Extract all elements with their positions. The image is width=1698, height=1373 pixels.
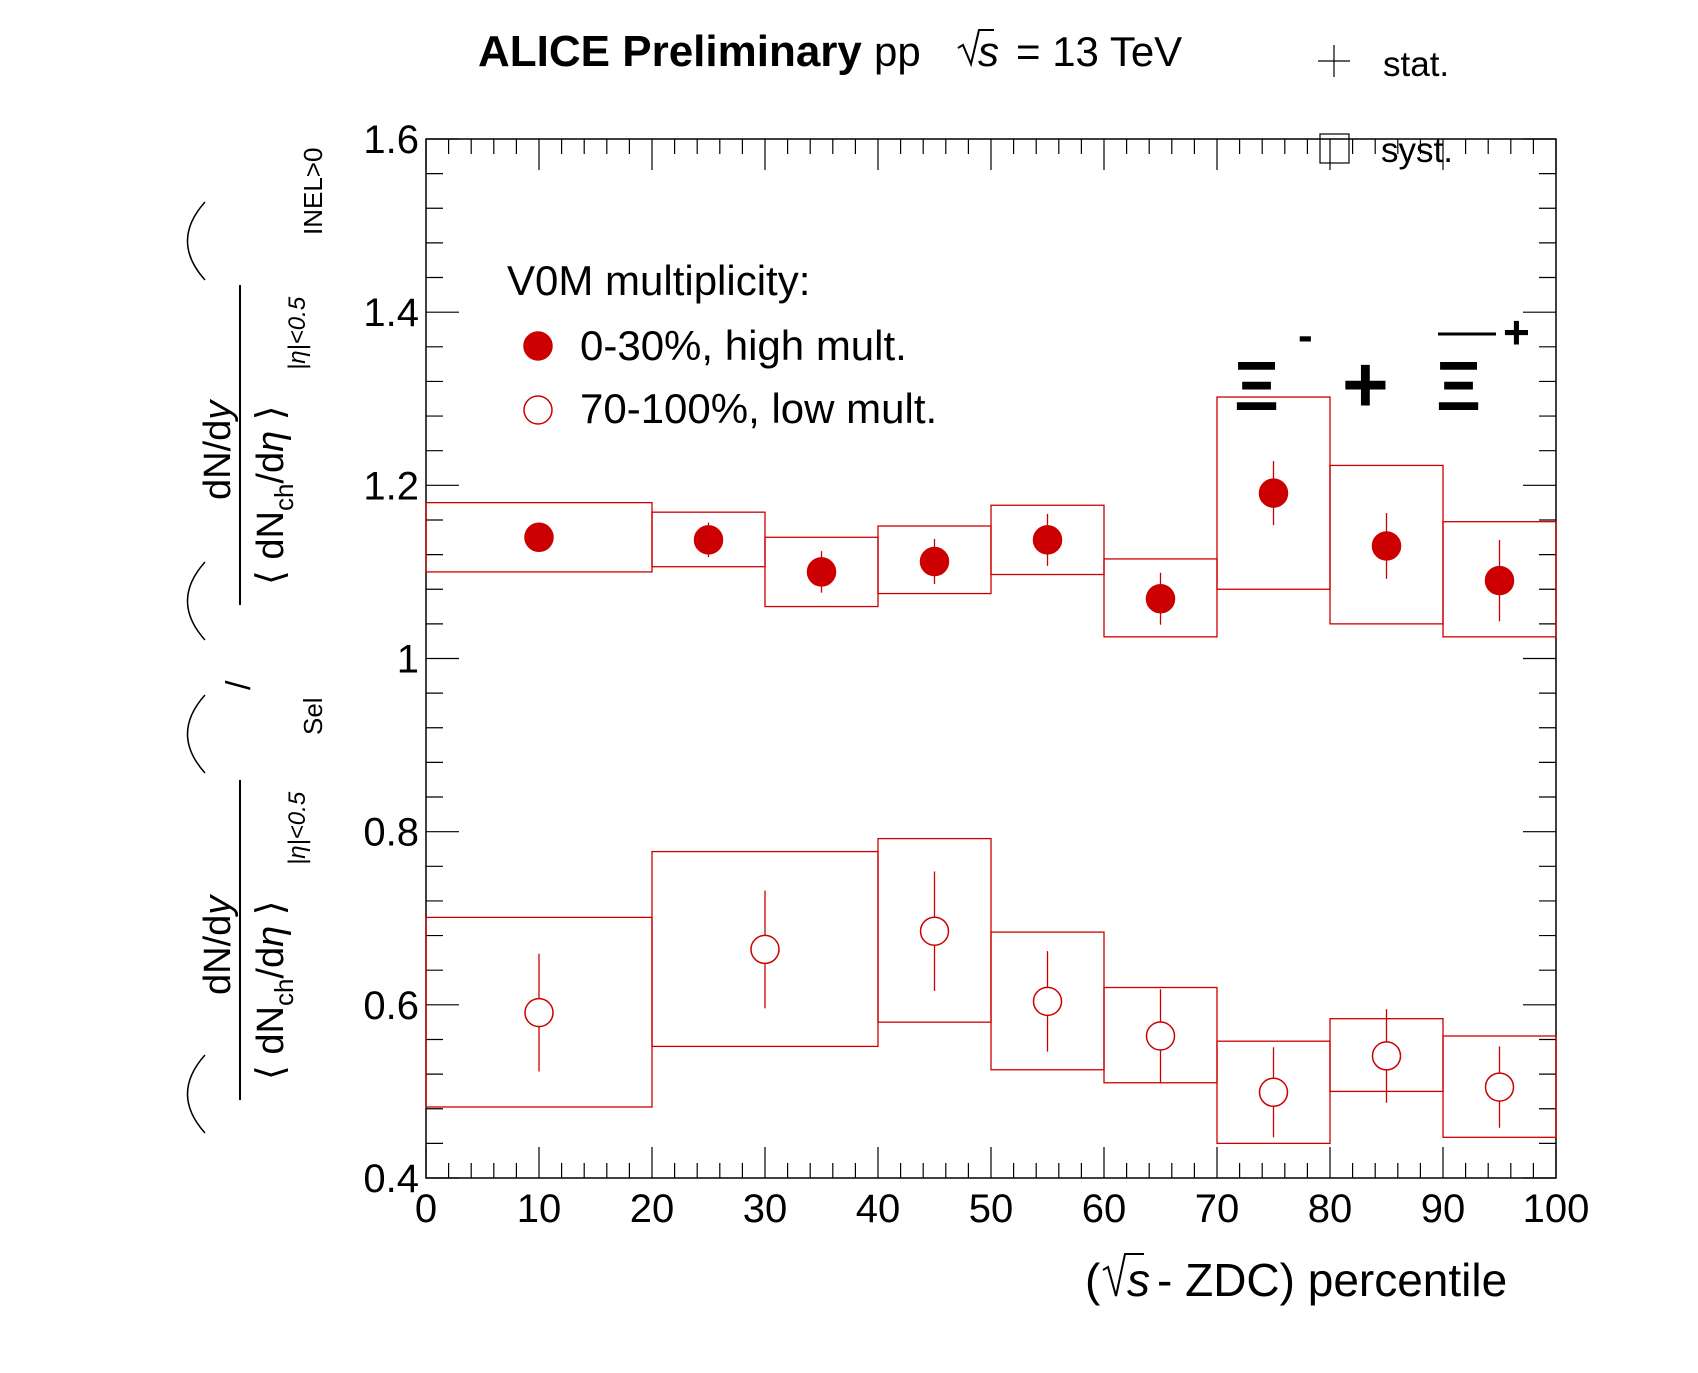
particle-minus-superscript: - [1298, 311, 1313, 360]
marker-high-mult [1484, 565, 1515, 596]
syst-box [1103, 558, 1218, 638]
marker-low-mult [1484, 1072, 1515, 1102]
syst-legend-icon [1319, 133, 1350, 164]
y-tick-label: 1 [397, 638, 419, 682]
particle-xi-minus: Ξ [1234, 347, 1279, 425]
systematic-boxes [425, 396, 1557, 1145]
marker-high-mult [919, 546, 950, 577]
axis-ticks [425, 138, 1557, 1179]
energy-label: = 13 TeV [1016, 28, 1182, 75]
svg-text:INEL>0: INEL>0 [298, 148, 328, 235]
marker-high-mult [806, 557, 837, 587]
marker-high-mult [524, 522, 554, 553]
marker-low-mult [524, 997, 554, 1028]
y-tick-label: 1.4 [363, 291, 419, 335]
collision-system: pp [874, 28, 921, 75]
x-tick-label: 80 [1308, 1187, 1353, 1231]
svg-text:/: / [220, 680, 258, 690]
stat-legend-label: stat. [1383, 45, 1449, 84]
marker-high-mult [1145, 584, 1176, 614]
x-tick-label: 10 [517, 1187, 562, 1231]
syst-box [1442, 1035, 1557, 1138]
legend-entry-low-mult: 70-100%, low mult. [580, 385, 937, 432]
x-tick-label: 70 [1195, 1187, 1240, 1231]
marker-low-mult [750, 934, 780, 965]
svg-text:Sel: Sel [298, 697, 328, 735]
x-tick-label: 40 [856, 1187, 901, 1231]
x-tick-label: 30 [743, 1187, 788, 1231]
legend-entry-high-mult: 0-30%, high mult. [580, 322, 907, 369]
y-tick-label: 1.6 [363, 118, 419, 162]
syst-box [990, 504, 1105, 576]
svg-text:s: s [1127, 1254, 1150, 1306]
syst-box [1216, 1040, 1331, 1145]
x-tick-labels: 0 10 20 30 40 50 60 70 80 90 100 [415, 1187, 1590, 1231]
svg-text:dN/dy: dN/dy [197, 399, 239, 500]
marker-high-mult [1258, 478, 1289, 508]
marker-low-mult [1371, 1041, 1402, 1071]
marker-low-mult [1258, 1077, 1289, 1108]
marker-low-mult [919, 916, 950, 946]
legend-title: V0M multiplicity: [507, 257, 810, 304]
y-tick-label: 0.6 [363, 984, 419, 1028]
legend-marker-high-mult [523, 331, 553, 361]
particle-xi-plus: Ξ [1436, 347, 1481, 425]
y-axis-title: dN/dy ⟨ dNch/dη ⟩ |η|<0.5 Sel / dN/dy ⟨ … [186, 148, 328, 1134]
x-tick-label: 60 [1082, 1187, 1127, 1231]
legend-marker-low-mult [523, 395, 553, 425]
syst-box [1442, 521, 1557, 638]
marker-high-mult [693, 525, 724, 555]
x-tick-label: 0 [415, 1187, 437, 1231]
x-tick-label: 50 [969, 1187, 1014, 1231]
x-tick-label: 90 [1421, 1187, 1466, 1231]
svg-text:- ZDC) percentile: - ZDC) percentile [1157, 1254, 1507, 1306]
experiment-label: ALICE Preliminary [478, 27, 862, 76]
marker-high-mult [1371, 531, 1402, 561]
svg-text:s: s [978, 28, 999, 75]
statistical-error-bars [538, 461, 1501, 1138]
marker-high-mult [1032, 525, 1063, 555]
particle-plus-sign: + [1342, 340, 1389, 429]
svg-text:(: ( [1085, 1254, 1101, 1306]
syst-legend-label: syst. [1381, 131, 1453, 170]
svg-text:⟨ dNch/dη ⟩: ⟨ dNch/dη ⟩ [250, 405, 299, 585]
y-tick-label: 0.8 [363, 811, 419, 855]
y-tick-labels: 0.4 0.6 0.8 1 1.2 1.4 1.6 [363, 118, 419, 1201]
x-tick-label: 100 [1523, 1187, 1590, 1231]
sqrt-s-symbol: s [957, 28, 999, 75]
y-tick-label: 0.4 [363, 1157, 419, 1201]
y-tick-label: 1.2 [363, 464, 419, 508]
particle-plus-superscript: + [1503, 306, 1530, 358]
svg-text:⟨ dNch/dη ⟩: ⟨ dNch/dη ⟩ [250, 900, 299, 1080]
stat-legend-icon [1318, 45, 1350, 77]
syst-box [877, 837, 992, 1023]
x-axis-title: ( s - ZDC) percentile [1085, 1253, 1507, 1306]
svg-text:dN/dy: dN/dy [197, 894, 239, 995]
data-markers [524, 478, 1515, 1108]
marker-low-mult [1032, 986, 1063, 1017]
marker-low-mult [1145, 1021, 1176, 1051]
x-tick-label: 20 [630, 1187, 675, 1231]
svg-text:|η|<0.5: |η|<0.5 [284, 791, 311, 865]
svg-text:|η|<0.5: |η|<0.5 [284, 296, 311, 370]
